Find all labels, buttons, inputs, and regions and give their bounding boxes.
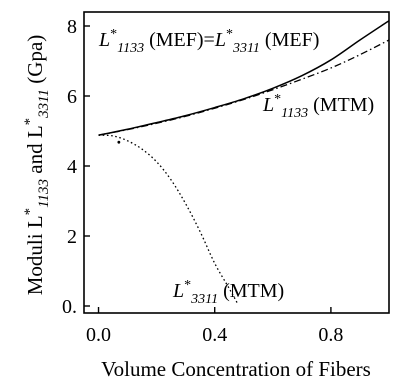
annotation-mef: L*1133 (MEF)=L*3311 (MEF)	[98, 27, 319, 56]
y-axis-title-sub2: 3311	[36, 89, 52, 119]
annotation-part: 3311	[232, 41, 260, 56]
y-axis-ticks: 0. 2 4 6 8	[62, 16, 90, 318]
stray-point	[117, 140, 121, 144]
x-tick-label: 0.8	[318, 324, 343, 346]
annotation-part: *	[226, 27, 233, 42]
y-axis-title-star1: *	[22, 208, 38, 216]
x-tick-label: 0.4	[202, 324, 227, 346]
annotations: L*1133 (MEF)=L*3311 (MEF)L*1133 (MTM)L*3…	[98, 27, 374, 307]
y-tick-label: 0.	[62, 296, 77, 318]
series-layer	[98, 20, 390, 305]
annotation-part: (MTM)	[218, 280, 284, 302]
annotation-part: (MTM)	[308, 94, 374, 116]
x-axis-title: Volume Concentration of Fibers	[101, 357, 371, 381]
y-axis-title-star2: *	[22, 118, 38, 126]
series-l1133-mtm-curve	[98, 39, 390, 136]
y-axis-title-main: Moduli L	[23, 215, 47, 295]
y-tick-label: 6	[67, 86, 77, 108]
y-axis-title-unit: (Gpa)	[23, 35, 47, 84]
annotation-part: 1133	[117, 41, 144, 56]
x-axis-ticks: 0.0 0.4 0.8	[86, 307, 343, 346]
annotation-part: 3311	[190, 292, 218, 307]
annotation-part: 1133	[281, 106, 308, 121]
annotation-part: L	[98, 29, 110, 51]
annotation-part: (MEF)=	[144, 29, 215, 51]
x-tick-label: 0.0	[86, 324, 111, 346]
annotation-part: *	[110, 27, 117, 42]
annotation-mtm3311: L*3311 (MTM)	[172, 278, 284, 307]
y-tick-label: 2	[67, 226, 77, 248]
y-tick-label: 4	[67, 156, 77, 178]
annotation-part: (MEF)	[260, 29, 319, 51]
annotation-part: L	[172, 280, 184, 302]
annotation-part: L	[262, 94, 274, 116]
annotation-mtm1133: L*1133 (MTM)	[262, 92, 374, 121]
series-l1133-mef-curve	[98, 20, 390, 136]
series-l3311-mtm-curve	[98, 134, 239, 305]
y-tick-label: 8	[67, 16, 77, 38]
y-axis-title-sub1: 1133	[36, 179, 52, 208]
plot-frame	[83, 11, 390, 314]
y-axis-title: Moduli L*1133 and L*3311 (Gpa)	[22, 35, 52, 296]
y-axis-title-mid: and L	[23, 125, 47, 173]
annotation-part: *	[274, 92, 281, 107]
annotation-part: *	[184, 278, 191, 293]
annotation-part: L	[214, 29, 226, 51]
